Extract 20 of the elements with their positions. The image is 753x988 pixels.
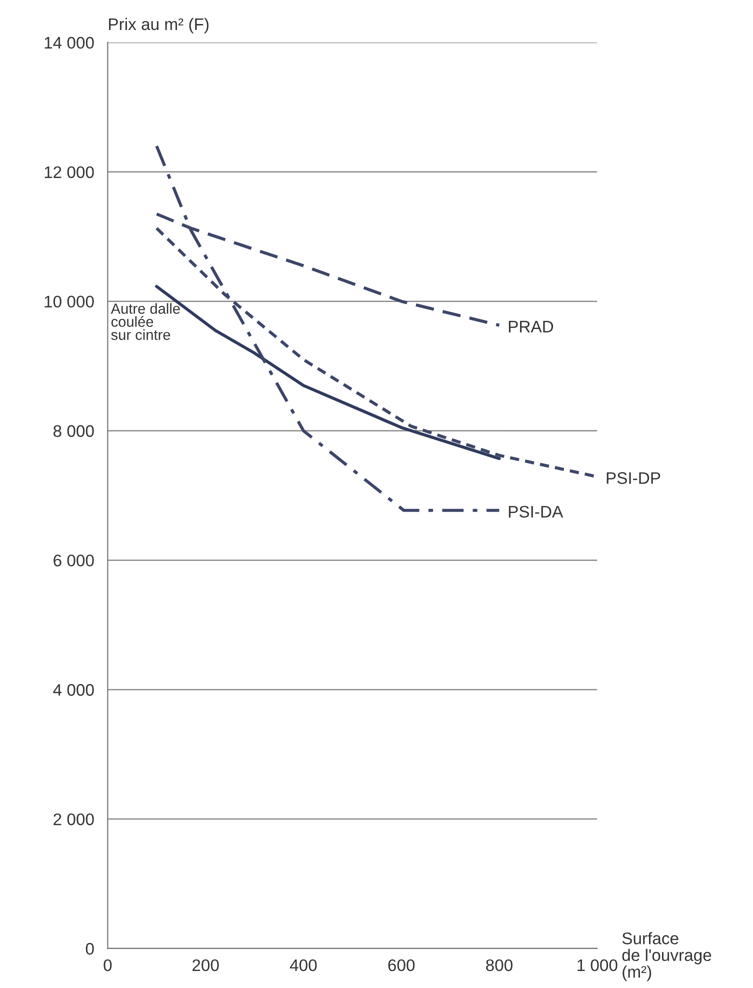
x-tick-label: 600 bbox=[388, 959, 415, 972]
y-tick-label: 10 000 bbox=[44, 296, 94, 308]
x-axis-title: Surface de l'ouvrage (m²) bbox=[622, 932, 712, 982]
y-tick-label: 4 000 bbox=[53, 684, 94, 696]
x-tick-label: 200 bbox=[192, 959, 219, 972]
series-label: PRAD bbox=[508, 320, 554, 332]
y-tick-label: 14 000 bbox=[44, 36, 94, 49]
x-tick-label: 1 000 bbox=[578, 959, 618, 972]
y-tick-label: 12 000 bbox=[44, 166, 94, 178]
y-tick-label: 0 bbox=[86, 942, 94, 955]
y-tick-label: 6 000 bbox=[54, 554, 94, 566]
series-label: PSI-DA bbox=[508, 506, 564, 518]
x-tick-label: 400 bbox=[290, 959, 317, 972]
y-tick-label: 2 000 bbox=[54, 813, 94, 826]
x-tick-label: 0 bbox=[104, 959, 112, 972]
y-axis-title: Prix au m² (F) bbox=[109, 18, 208, 34]
annotation: Autre dalle coulée sur cintre bbox=[110, 303, 180, 340]
x-tick-label: 800 bbox=[486, 959, 512, 972]
series-label: PSI-DP bbox=[606, 472, 660, 484]
y-tick-label: 8 000 bbox=[54, 425, 94, 437]
